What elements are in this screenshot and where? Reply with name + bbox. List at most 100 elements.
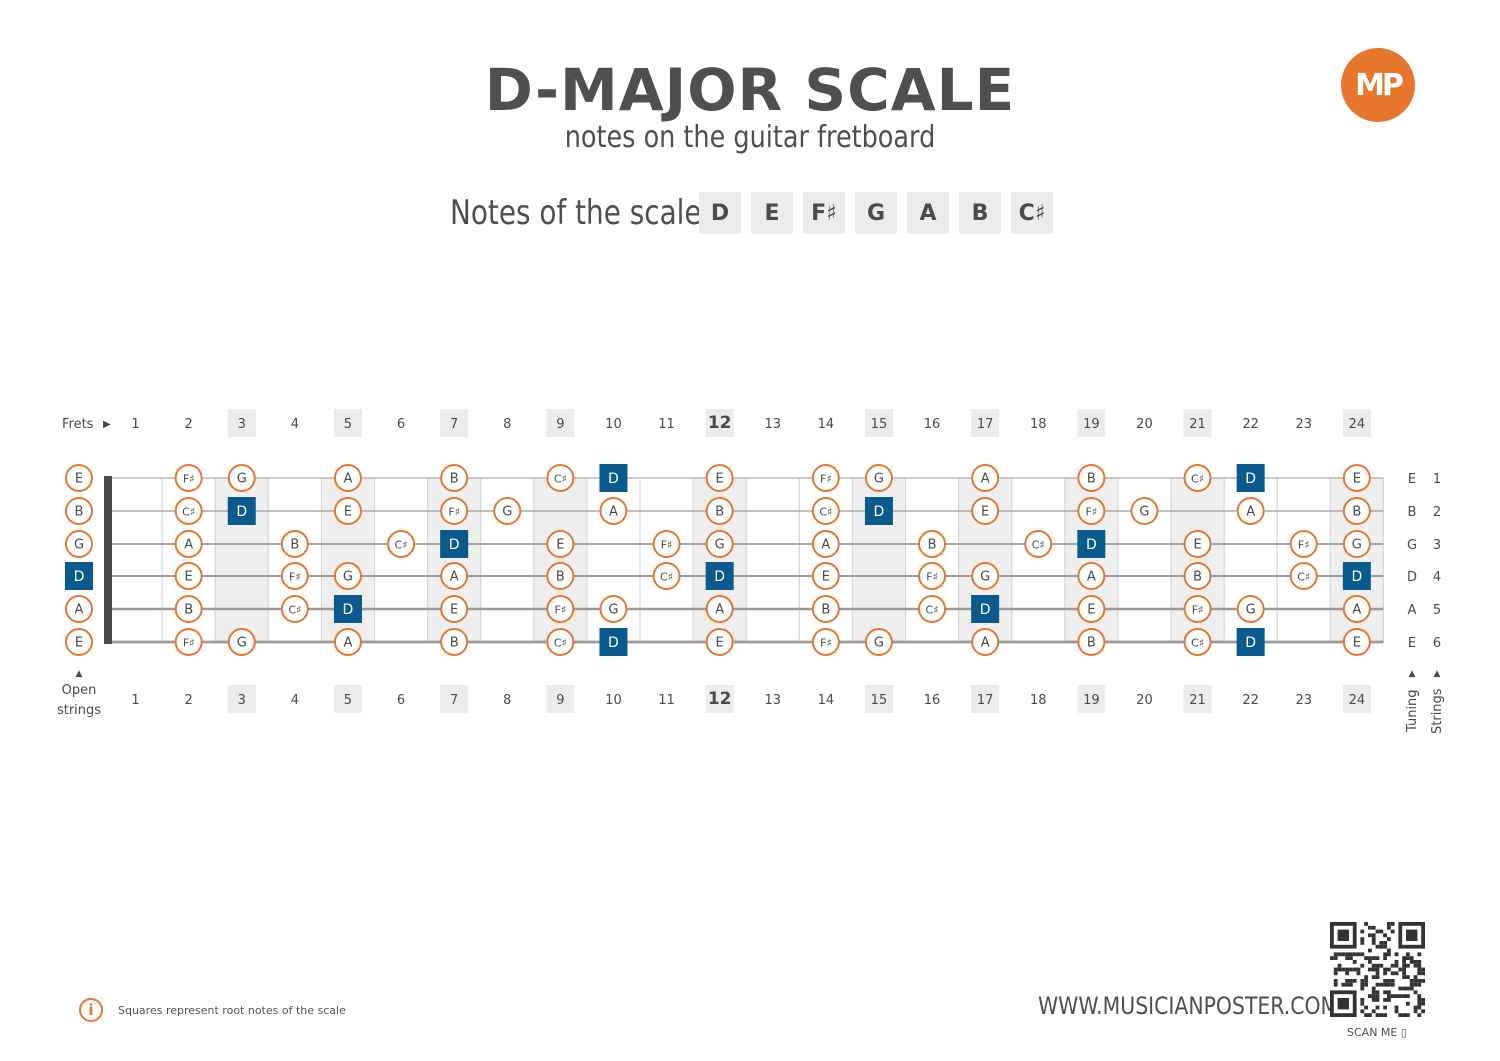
phone-icon: ▯ — [1400, 1026, 1407, 1039]
note-circle — [440, 595, 469, 623]
fret-top-marker-box — [705, 409, 734, 437]
website-link[interactable]: WWW.MUSICIANPOSTER.COM — [1038, 992, 1339, 1020]
note-label: F♯ — [1298, 539, 1310, 552]
arrow-up-icon: ▲ — [76, 669, 83, 679]
note-circle — [811, 628, 840, 656]
note-circle — [1289, 562, 1318, 590]
note-label: C♯ — [926, 604, 939, 617]
note-label: A — [343, 472, 352, 487]
fret-bottom-number: 9 — [556, 693, 564, 708]
fret-bottom-number: 20 — [1136, 693, 1153, 708]
fret-bottom-marker-box — [333, 685, 362, 713]
note-circle — [65, 464, 93, 492]
note-circle — [174, 562, 203, 590]
note-circle — [227, 464, 256, 492]
fret-bottom-number: 23 — [1295, 693, 1312, 708]
page-title: D-MAJOR SCALE — [484, 56, 1016, 124]
note-label: F♯ — [820, 473, 832, 486]
note-circle — [174, 464, 203, 492]
note-label: E — [75, 472, 83, 487]
note-circle — [971, 562, 1000, 590]
fret-top-marker-box — [971, 409, 1000, 437]
fret-top-number: 16 — [924, 417, 941, 432]
info-icon: i — [79, 998, 103, 1022]
note-label: E — [185, 570, 193, 585]
note-circle — [918, 530, 947, 558]
note-circle — [811, 562, 840, 590]
note-label: A — [450, 570, 459, 585]
note-circle — [546, 562, 575, 590]
note-circle — [440, 628, 469, 656]
note-circle — [1077, 595, 1106, 623]
scale-notes-label: Notes of the scale: — [450, 193, 711, 233]
scale-note: B — [959, 192, 1001, 234]
fret-bottom-marker-box — [1183, 685, 1212, 713]
string-tuning: B — [1408, 505, 1417, 520]
fret-top-number: 9 — [556, 417, 564, 432]
fret-top-number: 18 — [1030, 417, 1047, 432]
fret-top-marker-box — [440, 409, 469, 437]
fret-bottom-number: 15 — [871, 693, 888, 708]
fret-bottom-number: 17 — [977, 693, 994, 708]
fret-bottom-number: 5 — [344, 693, 352, 708]
scale-note: A — [907, 192, 949, 234]
fret-bottom-number: 10 — [605, 693, 622, 708]
note-circle — [1183, 562, 1212, 590]
note-label: G — [1352, 538, 1362, 553]
note-label: B — [928, 538, 937, 553]
note-label: B — [450, 636, 459, 651]
root-note-square — [1236, 628, 1265, 656]
fret-top-number: 7 — [450, 417, 458, 432]
note-label: G — [1246, 603, 1256, 618]
string-number: 2 — [1433, 505, 1441, 520]
string-number: 5 — [1433, 603, 1441, 618]
note-label: B — [75, 505, 84, 520]
note-label: G — [874, 472, 884, 487]
note-circle — [705, 464, 734, 492]
fret-bottom-marker-box — [440, 685, 469, 713]
note-circle — [1077, 562, 1106, 590]
note-circle — [1236, 595, 1265, 623]
root-note-label: D — [608, 471, 619, 487]
fret-top-number: 10 — [605, 417, 622, 432]
note-label: B — [450, 472, 459, 487]
string-number: 6 — [1433, 636, 1441, 651]
fret-top-marker-box — [546, 409, 575, 437]
note-label: F♯ — [289, 571, 301, 584]
note-circle — [1342, 530, 1371, 558]
arrow-up-icon: ▲ — [1409, 669, 1416, 679]
note-circle — [971, 628, 1000, 656]
fret-bottom-number: 13 — [764, 693, 781, 708]
note-label: F♯ — [183, 473, 195, 486]
note-label: A — [821, 538, 830, 553]
note-label: F♯ — [1192, 604, 1204, 617]
note-label: A — [1352, 603, 1361, 618]
note-circle — [705, 628, 734, 656]
note-label: C♯ — [288, 604, 301, 617]
note-label: B — [821, 603, 830, 618]
note-circle — [918, 595, 947, 623]
fret-bottom-number: 12 — [708, 689, 732, 709]
note-label: A — [1087, 570, 1096, 585]
note-circle — [333, 628, 362, 656]
root-note-label: D — [1086, 537, 1097, 553]
note-label: A — [981, 636, 990, 651]
fret-top-marker-box — [227, 409, 256, 437]
root-note-square — [333, 595, 362, 623]
note-label: G — [502, 505, 512, 520]
note-label: B — [715, 505, 724, 520]
fret-bottom-marker-box — [705, 685, 734, 713]
fret-top-marker-box — [333, 409, 362, 437]
open-strings-label: strings — [57, 703, 101, 718]
note-circle — [652, 562, 681, 590]
qr-code-icon[interactable] — [1330, 922, 1425, 1017]
root-note-label: D — [608, 635, 619, 651]
note-circle — [546, 628, 575, 656]
note-circle — [174, 497, 203, 525]
page-subtitle: notes on the guitar fretboard — [564, 120, 936, 155]
fret-bottom-number: 22 — [1242, 693, 1259, 708]
fret-top-number: 15 — [871, 417, 888, 432]
note-circle — [174, 628, 203, 656]
note-circle — [65, 595, 93, 623]
note-label: C♯ — [660, 571, 673, 584]
